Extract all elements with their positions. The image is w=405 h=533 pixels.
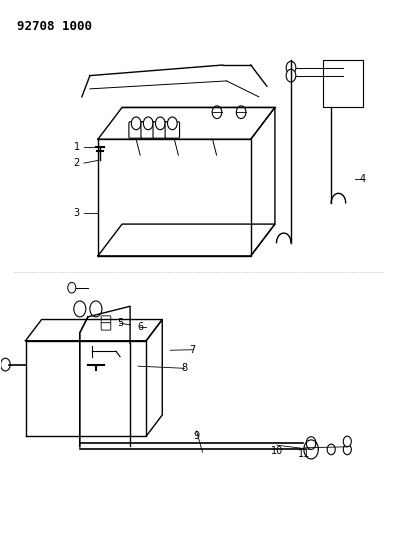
Circle shape — [343, 444, 351, 455]
Text: 92708 1000: 92708 1000 — [17, 20, 92, 33]
Text: 9: 9 — [194, 431, 200, 441]
Text: 2: 2 — [74, 158, 80, 168]
Text: 11: 11 — [298, 449, 310, 459]
Text: 1: 1 — [74, 142, 80, 152]
Text: 7: 7 — [189, 345, 196, 355]
FancyBboxPatch shape — [101, 322, 111, 330]
FancyBboxPatch shape — [141, 122, 156, 138]
Circle shape — [90, 301, 102, 317]
Circle shape — [286, 69, 296, 82]
Circle shape — [74, 301, 86, 317]
Circle shape — [143, 117, 153, 130]
Circle shape — [286, 61, 296, 74]
Circle shape — [131, 117, 141, 130]
FancyBboxPatch shape — [153, 122, 168, 138]
Text: 6: 6 — [137, 322, 143, 333]
Circle shape — [327, 444, 335, 455]
Circle shape — [68, 282, 76, 293]
Text: 5: 5 — [117, 318, 123, 328]
Circle shape — [0, 358, 10, 371]
Bar — [323, 60, 363, 108]
Text: 8: 8 — [181, 364, 188, 373]
Circle shape — [343, 436, 351, 447]
Circle shape — [168, 117, 177, 130]
Text: 4: 4 — [359, 174, 365, 184]
FancyBboxPatch shape — [129, 122, 143, 138]
Circle shape — [236, 106, 246, 118]
Text: 3: 3 — [74, 208, 80, 219]
Circle shape — [212, 106, 222, 118]
Text: 10: 10 — [271, 446, 283, 456]
FancyBboxPatch shape — [101, 316, 111, 323]
FancyBboxPatch shape — [165, 122, 179, 138]
Circle shape — [156, 117, 165, 130]
